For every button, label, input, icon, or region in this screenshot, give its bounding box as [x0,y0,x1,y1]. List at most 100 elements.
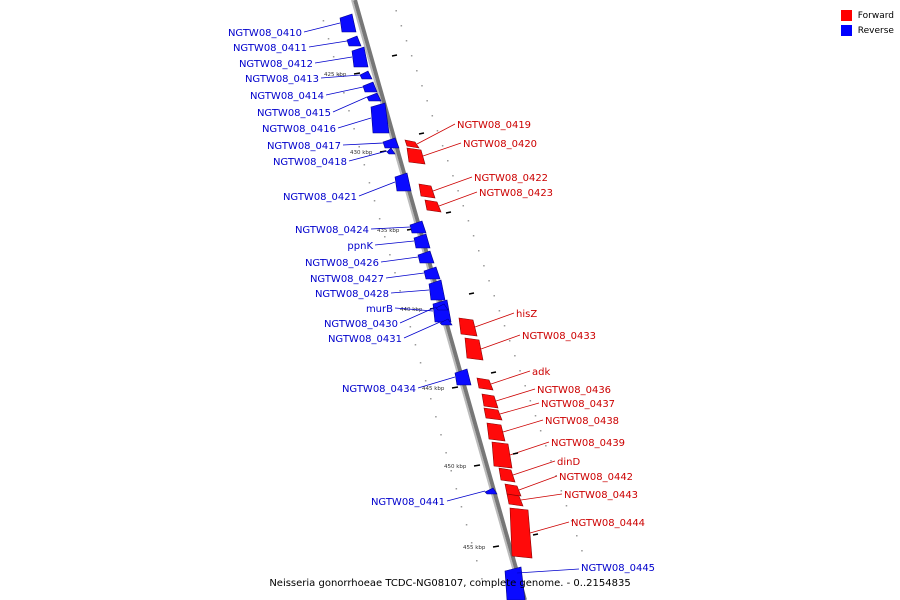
reverse-gene-label: NGTW08_0434 [342,384,416,395]
label-connector [380,256,419,263]
forward-gene-label: NGTW08_0443 [564,490,638,501]
track-dot [358,146,360,148]
reverse-gene-block [366,92,382,102]
forward-gene-label: NGTW08_0422 [474,173,548,184]
label-connector [529,521,570,534]
forward-gene-block [504,483,522,497]
reverse-gene-label: NGTW08_0428 [315,289,389,300]
track-dot [445,452,447,454]
track-dot [373,200,376,202]
reverse-gene-label: NGTW08_0441 [371,497,445,508]
reverse-gene-block [432,299,452,323]
forward-gene-block [418,183,436,199]
track-dot [368,182,371,184]
track-dot [498,310,501,312]
forward-gene-block [424,199,442,213]
track-dot [503,325,506,327]
track-dot [565,505,568,507]
label-connector [516,568,580,574]
track-dot [441,145,444,147]
legend-label-reverse: Reverse [857,25,894,36]
forward-gene-block [483,407,503,421]
track-dot [488,280,490,282]
track-dot [416,70,418,72]
track-dot [353,128,355,130]
track-dot [514,355,516,357]
label-connector [403,321,441,339]
reverse-gene-label: NGTW08_0430 [324,319,398,330]
track-dot [481,578,483,580]
label-connector [314,56,353,64]
ruler-label: 440 kbp [400,307,423,313]
forward-gene-block [506,493,524,507]
track-dot [400,25,403,27]
track-dot [576,535,578,537]
forward-gene-label: hisZ [516,309,537,320]
track-dot [524,385,526,387]
label-connector [446,490,486,502]
track-dot [467,220,470,222]
track-dot [384,236,386,238]
track-dot [555,475,557,477]
label-connector [337,117,372,129]
axis-marker [490,371,497,374]
track-dot [378,218,381,220]
label-connector [490,370,531,385]
reverse-gene-block [370,102,390,134]
label-connector [332,96,368,113]
track-dot [452,175,454,177]
forward-gene-block [481,393,499,409]
ruler-tick [492,545,500,548]
track-dot [421,85,423,87]
label-connector [512,460,556,476]
label-connector [502,419,544,433]
label-connector [325,86,364,96]
track-dot [405,40,408,42]
forward-gene-label: dinD [557,457,580,468]
track-dot [476,560,478,562]
reverse-gene-label: murB [366,304,393,315]
track-dot [338,74,340,76]
reverse-gene-label: NGTW08_0416 [262,124,336,135]
ruler-label: 435 kbp [377,228,400,234]
track-dot [440,434,442,436]
forward-gene-label: NGTW08_0419 [457,120,531,131]
label-connector [348,150,388,162]
axis-marker [512,452,519,455]
reverse-gene-block [351,46,369,68]
forward-gene-block [509,507,533,559]
track-dot [534,415,537,417]
track-dot [483,265,485,267]
reverse-gene-block [386,147,396,155]
forward-gene-label: NGTW08_0439 [551,438,625,449]
label-connector [399,306,437,324]
track-dot [545,445,547,447]
label-connector [417,376,456,389]
track-dot [436,130,439,132]
reverse-gene-label: NGTW08_0424 [295,225,369,236]
track-dot [332,56,335,58]
track-dot [419,362,422,364]
label-connector [499,402,540,415]
track-dot [343,92,345,94]
reverse-gene-block [504,566,526,600]
label-connector [320,74,361,79]
forward-gene-label: NGTW08_0438 [545,416,619,427]
track-dot [457,190,459,192]
track-dot [462,205,465,207]
reverse-gene-label: ppnK [347,241,373,252]
ruler-label: 455 kbp [463,545,486,551]
track-dot [519,370,521,372]
reverse-gene-block [359,70,373,80]
axis-marker [532,533,539,536]
reverse-gene-label: NGTW08_0417 [267,141,341,152]
reverse-gene-block [484,487,498,495]
reverse-gene-block [409,220,427,234]
reverse-gene-block [423,266,441,280]
track-dot [472,235,475,237]
label-connector [385,272,425,279]
track-dot [424,380,427,382]
reverse-gene-label: NGTW08_0445 [581,563,655,574]
